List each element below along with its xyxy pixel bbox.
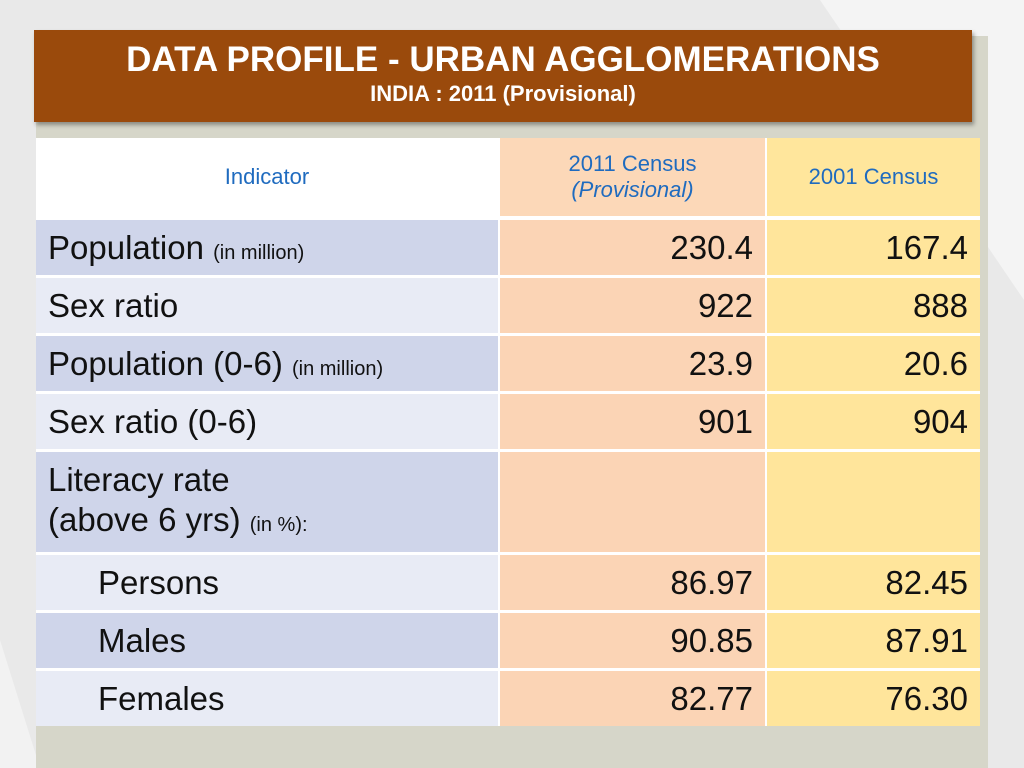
table-row: Literacy rate (above 6 yrs) (in %): <box>36 452 980 552</box>
header-line: Indicator <box>224 164 310 189</box>
column-header: 2011 Census (Provisional) <box>500 138 765 216</box>
table-row: Sex ratio 922 888 <box>36 278 980 333</box>
table-row: Males 90.85 87.91 <box>36 613 980 668</box>
value-cell: 922 <box>500 278 765 333</box>
label-line: Population (in million) <box>48 228 498 273</box>
row-label: Population (0-6) (in million) <box>36 336 498 391</box>
label-text: Sex ratio <box>48 287 179 324</box>
bg-shape <box>0 640 40 768</box>
header-line: 2001 Census <box>808 164 939 189</box>
table-row: Females 82.77 76.30 <box>36 671 980 726</box>
table-row: Sex ratio (0-6) 901 904 <box>36 394 980 449</box>
value-cell: 23.9 <box>500 336 765 391</box>
label-line: Sex ratio (0-6) <box>48 402 498 442</box>
value-cell: 167.4 <box>767 220 980 275</box>
label-line: (above 6 yrs) (in %): <box>48 500 498 545</box>
label-line: Sex ratio <box>48 286 498 326</box>
header-line: 2011 Census <box>568 151 697 176</box>
label-text: Population <box>48 229 204 266</box>
label-text: (above 6 yrs) <box>48 501 241 538</box>
row-label: Males <box>36 613 498 668</box>
label-line: Literacy rate <box>48 460 498 500</box>
label-text: Population (0-6) <box>48 345 283 382</box>
row-label: Sex ratio (0-6) <box>36 394 498 449</box>
table-row: Population (0-6) (in million) 23.9 20.6 <box>36 336 980 391</box>
label-text: Sex ratio (0-6) <box>48 403 258 440</box>
row-label: Persons <box>36 555 498 610</box>
column-header: Indicator <box>36 138 498 216</box>
row-label: Population (in million) <box>36 220 498 275</box>
row-label: Sex ratio <box>36 278 498 333</box>
value-cell: 888 <box>767 278 980 333</box>
value-cell: 82.77 <box>500 671 765 726</box>
label-note: (in %): <box>249 514 308 536</box>
value-cell: 20.6 <box>767 336 980 391</box>
value-cell: 86.97 <box>500 555 765 610</box>
table: Indicator 2011 Census (Provisional) 2001 Ce… <box>36 138 980 726</box>
value-cell: 901 <box>500 394 765 449</box>
column-header: 2001 Census <box>767 138 980 216</box>
table-row: Indicator 2011 Census (Provisional) 2001 Ce… <box>36 138 980 216</box>
table-row: Population (in million) 230.4 167.4 <box>36 220 980 275</box>
title-bar: DATA PROFILE - URBAN AGGLOMERATIONS INDI… <box>34 30 972 122</box>
row-label: Females <box>36 671 498 726</box>
label-line: Population (0-6) (in million) <box>48 344 498 389</box>
label-note: (in million) <box>291 358 384 380</box>
table-row: Persons 86.97 82.45 <box>36 555 980 610</box>
value-cell <box>767 452 980 552</box>
row-label: Literacy rate (above 6 yrs) (in %): <box>36 452 498 552</box>
label-note: (in million) <box>213 242 305 264</box>
value-cell: 904 <box>767 394 980 449</box>
value-cell: 90.85 <box>500 613 765 668</box>
value-cell: 87.91 <box>767 613 980 668</box>
header-line: (Provisional) <box>571 177 694 202</box>
subtitle: INDIA : 2011 (Provisional) <box>370 81 636 106</box>
label-text: Literacy rate <box>48 461 230 498</box>
value-cell: 82.45 <box>767 555 980 610</box>
value-cell: 230.4 <box>500 220 765 275</box>
title: DATA PROFILE - URBAN AGGLOMERATIONS <box>126 40 880 79</box>
value-cell: 76.30 <box>767 671 980 726</box>
value-cell <box>500 452 765 552</box>
